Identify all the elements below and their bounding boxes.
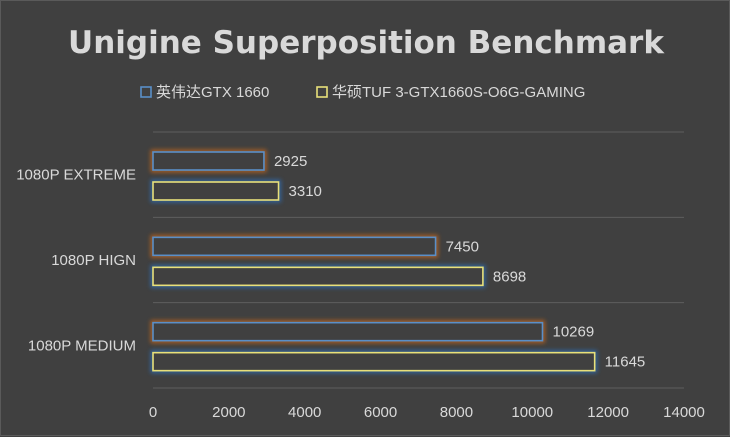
bar [152, 266, 484, 287]
category-label: 1080P EXTREME [16, 167, 136, 184]
data-label: 11645 [605, 354, 646, 371]
x-tick-label: 2000 [212, 404, 245, 421]
bar [152, 151, 265, 171]
bar [152, 351, 596, 372]
x-tick-label: 14000 [663, 404, 705, 421]
legend-swatch [316, 86, 328, 98]
category-label: 1080P HIGN [51, 252, 136, 269]
bar [152, 181, 280, 201]
data-label: 3310 [289, 183, 322, 200]
x-tick-label: 4000 [288, 404, 321, 421]
legend-label: 英伟达GTX 1660 [156, 83, 269, 101]
bars [150, 149, 598, 374]
legend: 英伟达GTX 1660 华硕TUF 3-GTX1660S-O6G-GAMING [140, 83, 585, 101]
bar [152, 236, 437, 257]
data-label: 10269 [552, 324, 594, 341]
data-labels: 2925 3310 7450 8698 10269 11645 [274, 153, 645, 371]
x-tick-label: 0 [149, 404, 157, 421]
category-labels: 1080P EXTREME 1080P HIGN 1080P MEDIUM [16, 167, 136, 355]
data-label: 2925 [274, 153, 307, 170]
gridlines [153, 131, 684, 389]
x-tick-label: 10000 [511, 404, 553, 421]
category-label: 1080P MEDIUM [28, 337, 136, 354]
x-tick-label: 12000 [587, 404, 629, 421]
legend-label: 华硕TUF 3-GTX1660S-O6G-GAMING [332, 84, 585, 101]
data-label: 7450 [446, 238, 479, 255]
legend-swatch [140, 86, 152, 98]
chart-title: Unigine Superposition Benchmark [68, 25, 665, 61]
bar [152, 321, 544, 342]
data-label: 8698 [493, 268, 526, 285]
x-tick-label: 8000 [440, 404, 473, 421]
x-axis-tick-labels: 0 2000 4000 6000 8000 10000 12000 14000 [149, 404, 705, 421]
x-tick-label: 6000 [364, 404, 397, 421]
